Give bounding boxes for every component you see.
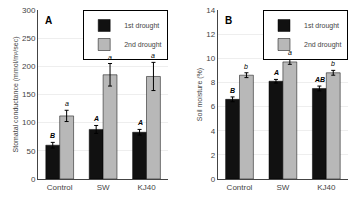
svg-text:250: 250 [22, 34, 36, 43]
svg-text:2nd drought: 2nd drought [304, 41, 341, 49]
svg-text:B: B [50, 132, 55, 139]
svg-text:SW: SW [276, 183, 289, 192]
svg-text:a: a [288, 49, 292, 56]
svg-text:KJ40: KJ40 [317, 183, 336, 192]
svg-text:KJ40: KJ40 [137, 183, 156, 192]
svg-text:300: 300 [22, 6, 36, 15]
svg-text:A: A [45, 15, 52, 26]
svg-text:14: 14 [206, 6, 215, 15]
svg-text:Control: Control [227, 183, 253, 192]
svg-text:a: a [65, 100, 69, 107]
svg-text:50: 50 [26, 147, 35, 156]
svg-text:a: a [108, 54, 112, 61]
svg-text:1st drought: 1st drought [304, 22, 339, 30]
svg-text:AB: AB [314, 76, 325, 83]
svg-text:100: 100 [22, 118, 36, 127]
svg-text:Control: Control [47, 183, 73, 192]
svg-text:a: a [151, 52, 155, 59]
svg-text:6: 6 [211, 102, 216, 111]
svg-text:SW: SW [97, 183, 110, 192]
svg-text:1st drought: 1st drought [124, 22, 159, 30]
svg-text:Soil moisture (%): Soil moisture (%) [196, 68, 204, 121]
svg-text:8: 8 [211, 78, 216, 87]
svg-text:B: B [225, 15, 232, 26]
svg-text:4: 4 [211, 127, 216, 136]
svg-text:200: 200 [22, 62, 36, 71]
svg-text:10: 10 [206, 54, 215, 63]
svg-text:A: A [93, 115, 99, 122]
svg-text:150: 150 [22, 90, 36, 99]
svg-text:12: 12 [206, 30, 215, 39]
svg-text:b: b [244, 63, 248, 70]
svg-text:0: 0 [31, 175, 36, 184]
svg-text:A: A [137, 119, 143, 126]
svg-text:2: 2 [211, 151, 216, 160]
svg-text:Stomatal conductance (mmol/m²/: Stomatal conductance (mmol/m²/sec) [12, 37, 20, 153]
svg-text:0: 0 [211, 175, 216, 184]
svg-text:B: B [230, 87, 235, 94]
svg-text:2nd drought: 2nd drought [124, 41, 161, 49]
svg-text:b: b [331, 60, 335, 67]
svg-text:A: A [273, 69, 279, 76]
